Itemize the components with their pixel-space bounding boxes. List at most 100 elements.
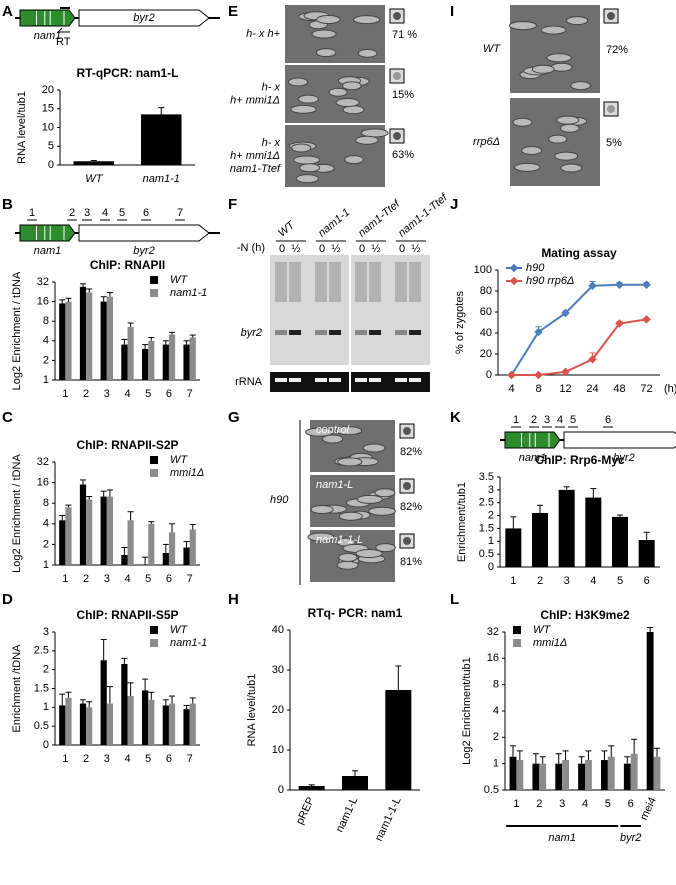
time-tick: 0: [319, 243, 325, 255]
bar: [183, 709, 190, 745]
x-tick-label: 1: [62, 388, 68, 400]
gel-band: [289, 262, 301, 302]
y-tick-label: 10: [272, 744, 284, 756]
y-tick-label: 3: [488, 484, 494, 496]
bar: [59, 520, 66, 565]
bar: [585, 760, 592, 790]
strain-label: h- x: [262, 137, 281, 149]
site-label: 3: [84, 207, 90, 219]
y-tick-label: 32: [37, 456, 49, 468]
cell: [521, 145, 543, 155]
bar: [141, 114, 182, 165]
cell: [311, 29, 337, 39]
legend-label: nam1-1: [170, 287, 207, 299]
cell: [566, 16, 589, 26]
bar: [342, 776, 368, 790]
strain-label: h- x h+: [246, 28, 281, 40]
gel-band: [355, 262, 367, 302]
x-tick-label: nam1-1-L: [373, 795, 404, 843]
cell: [338, 511, 363, 521]
panel-label: H: [228, 591, 239, 608]
x-tick-label: 5: [145, 753, 151, 765]
y-tick-label: 16: [487, 652, 499, 664]
rrna-band: [355, 378, 367, 382]
x-tick-label: 7: [187, 573, 193, 585]
gene-nam1: [504, 431, 561, 449]
y-tick-label: 8: [43, 497, 49, 509]
cell: [328, 87, 348, 97]
marker: [561, 367, 570, 377]
x-tick-label: 3: [104, 388, 110, 400]
marker: [507, 370, 516, 380]
cell: [335, 98, 360, 108]
group-label: nam1: [548, 832, 576, 844]
time-tick: ½: [371, 243, 380, 255]
bar: [505, 528, 522, 567]
cell: [357, 48, 378, 58]
gel-band: [369, 330, 381, 335]
bar: [100, 301, 107, 380]
cell: [360, 128, 389, 138]
gene-label: nam1: [34, 245, 62, 257]
bar: [623, 763, 631, 790]
bar: [189, 337, 196, 380]
site-label: 1: [29, 207, 35, 219]
bar: [121, 344, 128, 380]
bar: [65, 697, 72, 745]
x-tick-label: 5: [145, 573, 151, 585]
percent: 5%: [606, 137, 622, 149]
site-label: 3: [544, 414, 550, 426]
rrna-band: [275, 378, 287, 382]
cell: [560, 163, 583, 173]
x-tick-label: 1: [62, 753, 68, 765]
legend-label: nam1-1: [170, 637, 207, 649]
y-axis-label: Enrichment/tub1: [456, 482, 468, 562]
y-tick-label: 100: [474, 264, 492, 276]
bar: [558, 489, 575, 567]
x-tick-label: 2: [536, 798, 542, 810]
rrna-band: [395, 378, 407, 382]
legend-swatch: [150, 626, 158, 634]
x-tick-label: nam1-1: [143, 173, 180, 185]
y-tick-label: 0: [43, 739, 49, 751]
legend-swatch: [150, 639, 158, 647]
bar: [578, 763, 585, 790]
marker: [615, 280, 624, 289]
y-tick-label: 32: [487, 626, 499, 638]
y-axis-label: % of zygotes: [454, 291, 466, 354]
bar: [585, 497, 602, 567]
bar: [86, 292, 93, 380]
percent: 71 %: [392, 29, 417, 41]
series-line: [510, 283, 647, 376]
gel-band: [329, 330, 341, 335]
marker: [615, 319, 624, 328]
y-axis-label: RNA level/tub1: [246, 674, 258, 747]
bar: [86, 707, 93, 745]
y-tick-label: 0.5: [484, 784, 499, 796]
legend-swatch: [513, 626, 521, 634]
strain-label: rrp6Δ: [473, 136, 500, 148]
y-tick-label: 30: [272, 664, 284, 676]
legend-swatch: [513, 639, 521, 647]
bar: [601, 760, 608, 790]
bar: [168, 532, 176, 565]
y-tick-label: 10: [42, 121, 54, 133]
y-tick-label: 0: [278, 784, 284, 796]
bar: [73, 161, 114, 165]
y-tick-label: 0: [486, 369, 492, 381]
cell: [559, 123, 580, 133]
y-tick-label: 1: [488, 535, 494, 547]
cell: [295, 174, 320, 184]
lane-label: WT: [276, 219, 298, 240]
chart-title: ChIP: RNAPII: [90, 258, 165, 272]
bar: [79, 286, 87, 380]
x-tick-label: 24: [586, 383, 598, 395]
y-tick-label: 40: [480, 327, 492, 339]
bar: [638, 540, 655, 567]
percent: 72%: [606, 44, 628, 56]
cell: [374, 488, 396, 498]
bar: [162, 552, 169, 565]
x-tick-label: 6: [166, 753, 172, 765]
bar: [142, 690, 149, 745]
legend-swatch: [150, 469, 158, 477]
